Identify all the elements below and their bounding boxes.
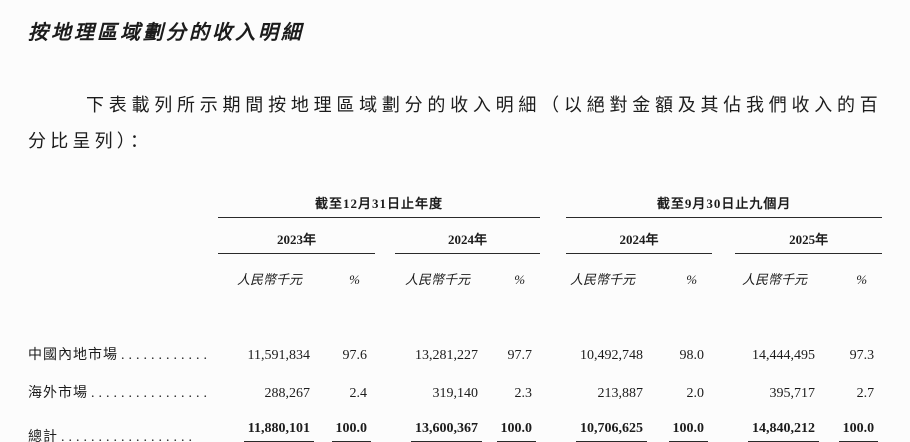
cell-value: 288,267 (264, 386, 311, 401)
cell-total-value: 11,880,101 (218, 402, 315, 442)
table-year-header-row: 2023年 2024年 2024年 2025年 (28, 217, 883, 254)
column-gap (540, 326, 566, 364)
year-header-2023: 2023年 (218, 217, 375, 254)
cell-percent: 2.3 (514, 386, 533, 401)
column-gap (712, 254, 735, 289)
cell-total-percent: 100.0 (820, 402, 882, 442)
column-gap (375, 364, 395, 402)
total-value-underlined: 10,706,625 (576, 421, 648, 442)
row-label: 總計.................. (28, 402, 218, 442)
table-row-mainland-china: 中國內地市場............ 11,591,834 97.6 13,28… (28, 326, 882, 364)
total-value-underlined: 11,880,101 (243, 421, 314, 442)
cell-percent: 2.0 (686, 386, 705, 401)
table-group-header-row: 截至12月31日止年度 截至9月30日止九個月 (28, 193, 883, 218)
column-gap (712, 326, 735, 364)
table-row-overseas: 海外市場................ 288,267 2.4 319,140… (28, 364, 882, 402)
empty-cell (28, 288, 882, 326)
page-title: 按地理區域劃分的收入明細 (28, 22, 304, 44)
unit-header-percent: % (514, 272, 526, 287)
revenue-table: 截至12月31日止年度 截至9月30日止九個月 2023年 2024年 2024… (28, 193, 883, 442)
column-gap (375, 254, 395, 289)
unit-header-currency: 人民幣千元 (742, 272, 808, 287)
column-gap (375, 326, 395, 364)
empty-cell (28, 218, 218, 254)
total-percent-underlined: 100.0 (331, 421, 371, 442)
cell-percent: 97.3 (849, 348, 875, 363)
total-percent-underlined: 100.0 (838, 421, 879, 442)
cell-value: 395,717 (769, 386, 816, 401)
cell-percent: 2.7 (856, 386, 875, 401)
column-gap (540, 402, 566, 442)
total-percent-underlined: 100.0 (668, 421, 709, 442)
cell-total-percent: 100.0 (483, 402, 540, 442)
leader-dots: .................. (61, 430, 196, 442)
row-label-text: 總計 (28, 430, 58, 442)
cell-percent: 97.6 (342, 348, 368, 363)
column-gap (540, 254, 566, 289)
table-spacer-row (28, 288, 882, 326)
cell-total-percent: 100.0 (648, 402, 712, 442)
total-value-underlined: 14,840,212 (748, 421, 820, 442)
cell-value: 319,140 (432, 386, 479, 401)
group-header-annual: 截至12月31日止年度 (218, 193, 541, 218)
column-gap (712, 364, 735, 402)
cell-value: 13,281,227 (415, 348, 478, 363)
cell-total-value: 13,600,367 (395, 402, 483, 442)
year-header-2025: 2025年 (735, 217, 883, 254)
unit-header-currency: 人民幣千元 (236, 272, 302, 287)
cell-value: 10,492,748 (580, 348, 644, 363)
row-label: 海外市場................ (28, 364, 218, 402)
row-label-text: 中國內地市場 (28, 348, 118, 363)
year-header-2024-interim: 2024年 (566, 217, 713, 254)
table-unit-header-row: 人民幣千元 % 人民幣千元 % 人民幣千元 % 人民幣千元 % (28, 254, 882, 289)
unit-header-currency: 人民幣千元 (570, 272, 636, 287)
cell-total-percent: 100.0 (315, 402, 375, 442)
cell-value: 11,591,834 (247, 348, 310, 363)
column-gap (540, 364, 566, 402)
cell-total-value: 14,840,212 (735, 402, 820, 442)
cell-percent: 2.4 (349, 386, 368, 401)
cell-percent: 97.7 (507, 348, 533, 363)
unit-header-currency: 人民幣千元 (404, 272, 470, 287)
year-header-2024: 2024年 (395, 217, 541, 254)
column-gap (540, 218, 566, 254)
unit-header-percent: % (856, 272, 868, 287)
total-percent-underlined: 100.0 (496, 421, 537, 442)
empty-cell (28, 254, 218, 289)
cell-total-value: 10,706,625 (566, 402, 648, 442)
column-gap (712, 402, 735, 442)
leader-dots: ............ (121, 348, 211, 363)
row-label: 中國內地市場............ (28, 326, 218, 364)
empty-cell (28, 193, 218, 218)
table-row-total: 總計.................. 11,880,101 100.0 13… (28, 402, 882, 442)
unit-header-percent: % (686, 272, 698, 287)
column-gap (375, 402, 395, 442)
column-gap (375, 218, 395, 254)
column-gap (712, 218, 735, 254)
cell-value: 14,444,495 (752, 348, 816, 363)
unit-header-percent: % (349, 272, 360, 287)
cell-percent: 98.0 (679, 348, 705, 363)
intro-paragraph: 下表載列所示期間按地理區域劃分的收入明細（以絕對金額及其佔我們收入的百分比呈列）… (28, 95, 882, 151)
total-value-underlined: 13,600,367 (411, 421, 482, 442)
column-gap (540, 193, 566, 218)
leader-dots: ................ (91, 386, 211, 401)
group-header-nine-months: 截至9月30日止九個月 (566, 193, 883, 218)
row-label-text: 海外市場 (28, 386, 88, 401)
cell-value: 213,887 (597, 386, 644, 401)
